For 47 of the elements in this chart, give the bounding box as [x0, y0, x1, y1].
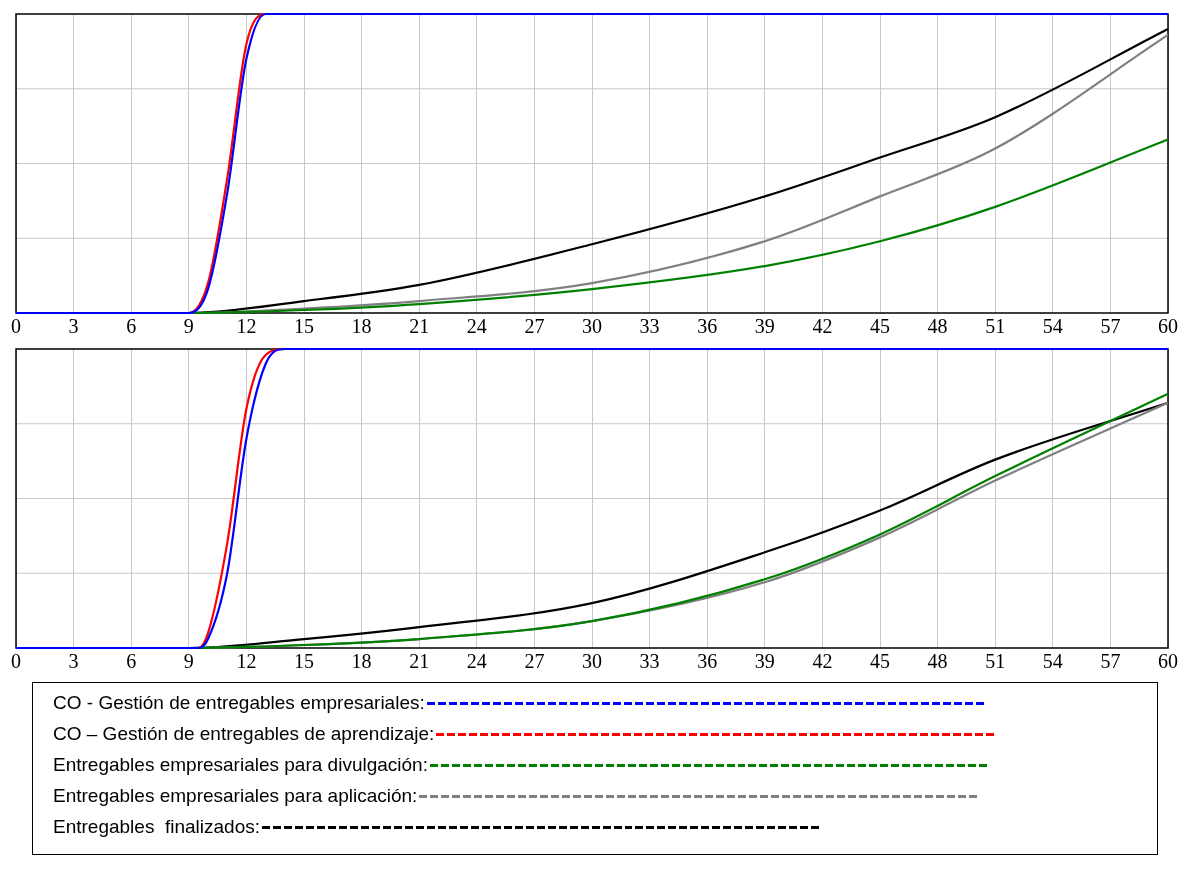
x-tick-label: 45: [870, 650, 890, 673]
x-tick-label: 30: [582, 315, 602, 338]
legend-label: CO – Gestión de entregables de aprendizaje:: [53, 723, 435, 745]
x-tick-label: 0: [11, 650, 21, 673]
x-tick-label: 57: [1100, 650, 1121, 673]
x-tick-label: 15: [294, 315, 314, 338]
x-tick-label: 12: [236, 315, 257, 338]
x-tick-label: 51: [985, 650, 1006, 673]
x-tick-label: 24: [466, 650, 487, 673]
x-tick-label: 45: [870, 315, 890, 338]
x-tick-label: 54: [1042, 650, 1063, 673]
legend-label: CO - Gestión de entregables empresariales:: [53, 692, 425, 714]
x-tick-label: 27: [524, 650, 545, 673]
x-tick-label: 36: [697, 315, 718, 338]
x-tick-label: 48: [927, 315, 948, 338]
x-tick-label: 39: [754, 650, 775, 673]
x-tick-label: 57: [1100, 315, 1121, 338]
x-tick-label: 21: [409, 650, 430, 673]
x-tick-label: 9: [183, 315, 194, 338]
x-tick-label: 42: [812, 315, 833, 338]
x-tick-label: 51: [985, 315, 1006, 338]
x-tick-label: 18: [351, 315, 372, 338]
x-tick-label: 48: [927, 650, 948, 673]
x-tick-label: 60: [1158, 315, 1178, 338]
x-tick-label: 3: [68, 315, 79, 338]
x-tick-label: 27: [524, 315, 545, 338]
x-tick-label: 6: [126, 650, 137, 673]
x-tick-label: 18: [351, 650, 372, 673]
legend-label: Entregables finalizados:: [53, 816, 261, 838]
x-tick-label: 33: [639, 650, 660, 673]
x-tick-label: 3: [68, 650, 79, 673]
x-tick-label: 15: [294, 650, 314, 673]
x-tick-label: 42: [812, 650, 833, 673]
x-tick-label: 12: [236, 650, 257, 673]
x-tick-label: 9: [183, 650, 194, 673]
x-tick-label: 21: [409, 315, 430, 338]
x-tick-label: 60: [1158, 650, 1178, 673]
legend-label: Entregables empresariales para aplicación:: [53, 785, 418, 807]
x-tick-label: 0: [11, 315, 21, 338]
x-tick-label: 24: [466, 315, 487, 338]
x-tick-label: 54: [1042, 315, 1063, 338]
legend-label: Entregables empresariales para divulgación:: [53, 754, 428, 776]
x-tick-label: 30: [582, 650, 602, 673]
x-tick-label: 33: [639, 315, 660, 338]
x-tick-label: 39: [754, 315, 775, 338]
x-tick-label: 36: [697, 650, 718, 673]
x-tick-label: 6: [126, 315, 137, 338]
